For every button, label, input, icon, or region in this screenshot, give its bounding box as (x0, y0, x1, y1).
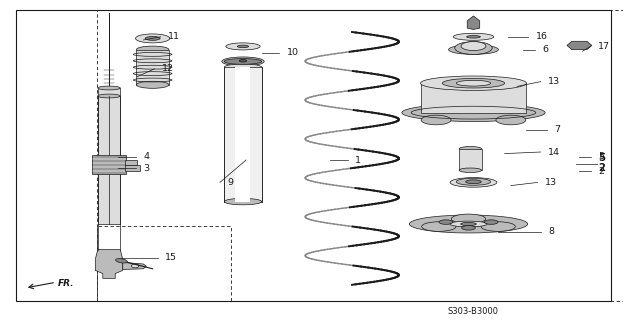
Ellipse shape (467, 36, 480, 38)
Polygon shape (123, 262, 146, 269)
Ellipse shape (226, 43, 260, 50)
Bar (459, 149, 482, 170)
Text: 10: 10 (287, 48, 298, 57)
Ellipse shape (459, 147, 482, 151)
Text: 8: 8 (548, 228, 554, 236)
Text: 2: 2 (598, 167, 604, 176)
Ellipse shape (237, 45, 249, 48)
Ellipse shape (456, 80, 491, 86)
Ellipse shape (442, 78, 505, 88)
Polygon shape (567, 41, 592, 50)
Text: 4: 4 (143, 152, 150, 161)
Ellipse shape (402, 104, 545, 122)
Ellipse shape (459, 168, 482, 172)
Bar (98, 88, 120, 96)
Ellipse shape (481, 222, 515, 231)
Text: 16: 16 (536, 32, 548, 41)
Ellipse shape (484, 220, 498, 224)
Ellipse shape (98, 94, 120, 98)
Bar (125, 160, 137, 165)
Text: 7: 7 (554, 125, 561, 134)
Ellipse shape (145, 36, 160, 40)
Ellipse shape (98, 86, 120, 90)
Text: 15: 15 (165, 253, 177, 262)
Text: 17: 17 (598, 42, 610, 51)
Ellipse shape (496, 115, 526, 125)
Text: 9: 9 (227, 178, 234, 187)
Ellipse shape (136, 81, 169, 88)
Ellipse shape (450, 178, 497, 187)
Ellipse shape (421, 76, 526, 91)
Text: 13: 13 (545, 178, 557, 187)
Ellipse shape (460, 222, 476, 226)
Ellipse shape (449, 45, 498, 54)
Ellipse shape (116, 259, 127, 263)
Ellipse shape (224, 198, 262, 205)
Ellipse shape (455, 42, 492, 54)
Ellipse shape (454, 33, 493, 40)
Bar (235, 67, 250, 202)
Text: 6: 6 (542, 45, 548, 54)
Bar (421, 83, 526, 113)
Polygon shape (95, 250, 123, 278)
Text: 11: 11 (168, 32, 180, 41)
Ellipse shape (222, 57, 264, 66)
Text: 12: 12 (162, 64, 174, 73)
Bar (97, 226, 231, 301)
Bar (136, 50, 169, 85)
Bar (98, 96, 120, 224)
Text: 14: 14 (548, 148, 560, 156)
Bar (92, 155, 126, 174)
Ellipse shape (136, 46, 169, 53)
Ellipse shape (461, 42, 486, 51)
Ellipse shape (422, 222, 456, 231)
Ellipse shape (451, 214, 486, 224)
Text: 5: 5 (598, 153, 605, 164)
Ellipse shape (409, 215, 528, 233)
Text: 1: 1 (355, 156, 361, 164)
Ellipse shape (439, 220, 453, 224)
Text: 5: 5 (598, 152, 604, 161)
Ellipse shape (131, 264, 139, 268)
Ellipse shape (456, 178, 491, 185)
Text: 3: 3 (143, 164, 150, 172)
Ellipse shape (136, 34, 169, 43)
Ellipse shape (465, 180, 482, 184)
Ellipse shape (239, 60, 247, 62)
Polygon shape (467, 16, 480, 29)
Text: FR.: FR. (58, 279, 74, 288)
Bar (224, 67, 262, 202)
Text: 2: 2 (598, 163, 605, 173)
Ellipse shape (450, 221, 487, 227)
Text: 13: 13 (548, 77, 560, 86)
Ellipse shape (224, 59, 262, 64)
Bar (125, 165, 140, 171)
Ellipse shape (462, 226, 475, 230)
Text: S303-B3000: S303-B3000 (448, 308, 499, 316)
Ellipse shape (224, 64, 262, 70)
Ellipse shape (421, 115, 451, 125)
